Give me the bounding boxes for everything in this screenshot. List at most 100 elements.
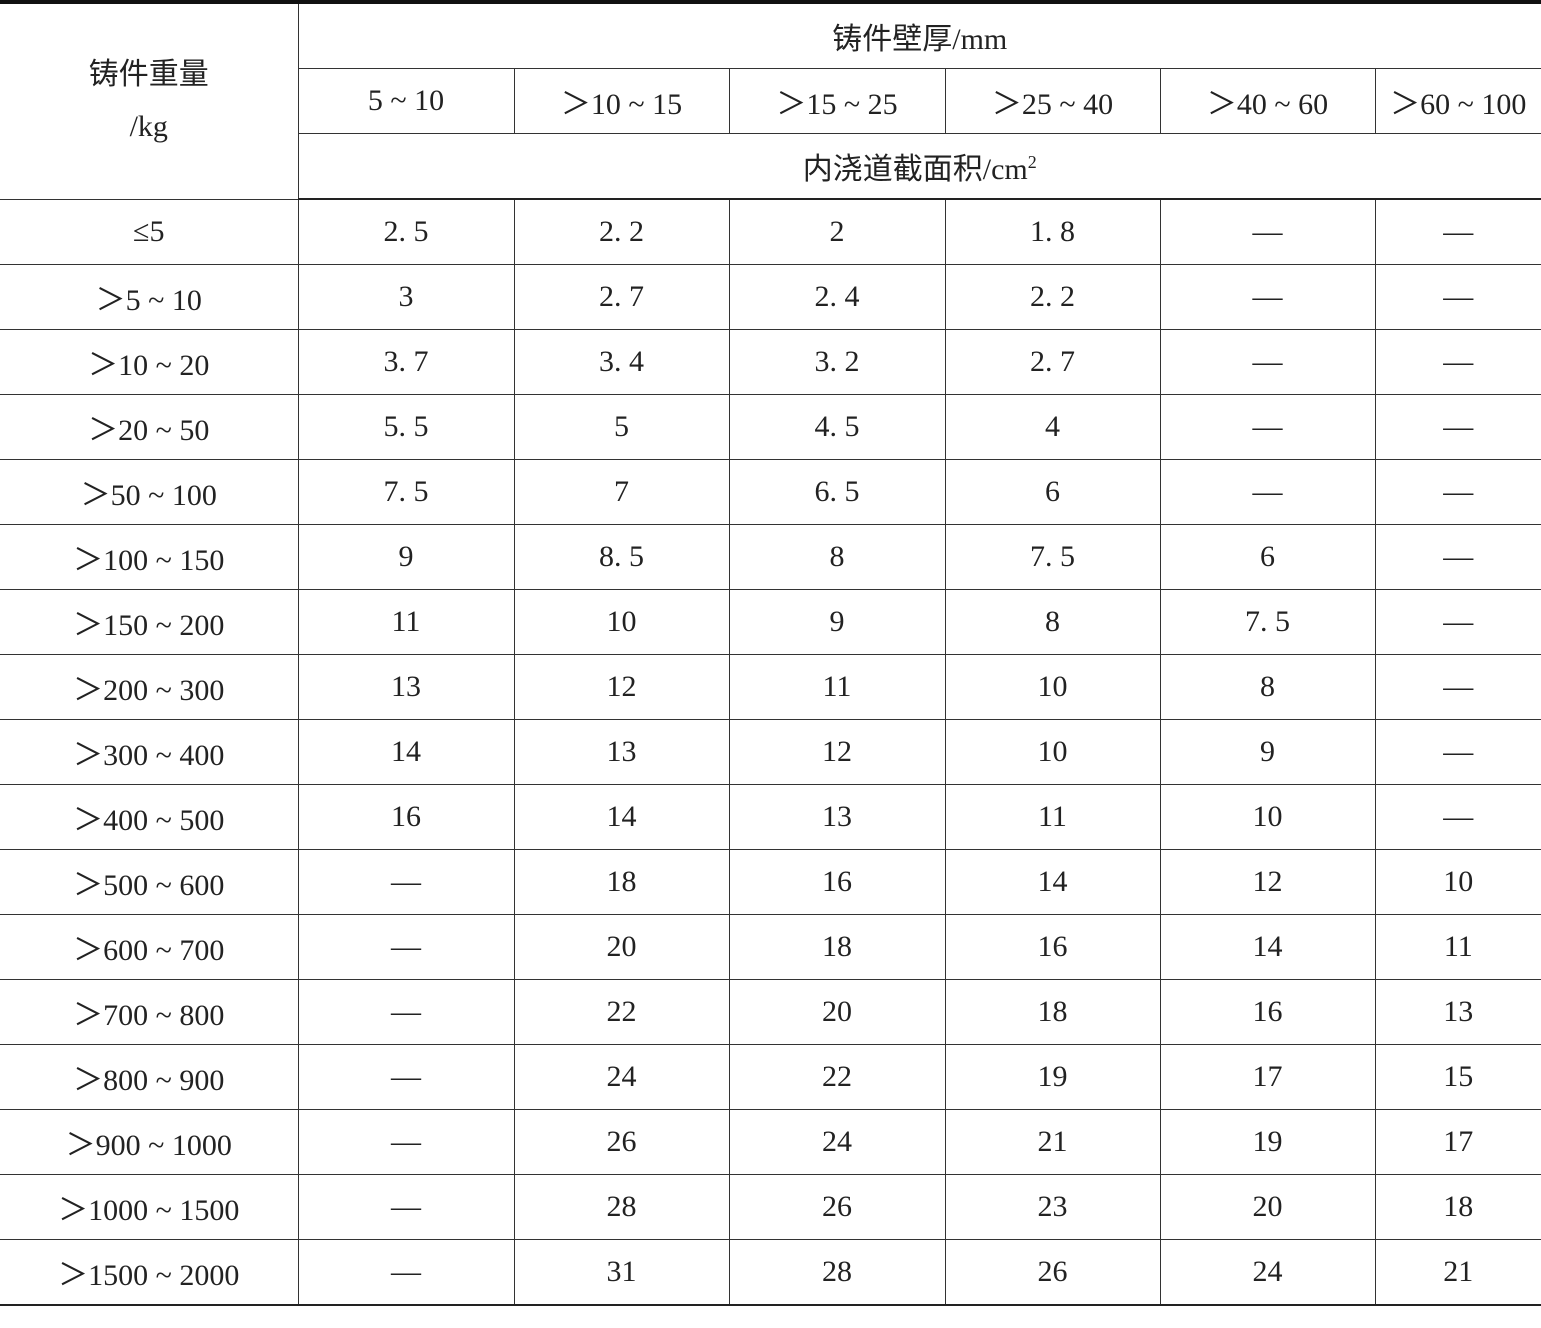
- area-cell: 12: [1159, 849, 1376, 915]
- area-cell: —: [297, 979, 515, 1045]
- area-cell: 8: [1159, 654, 1376, 720]
- area-cell: —: [1374, 198, 1541, 265]
- area-cell: 23: [944, 1174, 1161, 1240]
- table-row: ＞700 ~ 800—22 20 18 16 13: [0, 979, 1541, 1045]
- area-cell: 6: [1159, 524, 1376, 590]
- table-row: ＞50 ~ 100 7. 5 7 6. 5 6— —: [0, 459, 1541, 525]
- area-cell: —: [1374, 719, 1541, 785]
- area-cell: 11: [728, 654, 946, 720]
- area-cell: 11: [944, 784, 1161, 850]
- area-cell: 17: [1374, 1109, 1541, 1175]
- area-cell: 5. 5: [297, 394, 515, 460]
- area-cell: 13: [728, 784, 946, 850]
- area-cell: 3. 7: [297, 329, 515, 395]
- area-cell: —: [1159, 264, 1376, 330]
- weight-label: 铸件重量: [88, 58, 209, 92]
- area-cell: 14: [1159, 914, 1376, 980]
- area-cell: 10: [1159, 784, 1376, 850]
- thickness-range-header: ＞40 ~ 60: [1159, 68, 1376, 134]
- area-cell: 21: [944, 1109, 1161, 1175]
- weight-cell: ＞400 ~ 500: [0, 784, 299, 850]
- area-cell: 2. 5: [297, 198, 515, 265]
- area-cell: 14: [944, 849, 1161, 915]
- area-cell: 7: [513, 459, 730, 525]
- area-cell: —: [1159, 459, 1376, 525]
- area-cell: 18: [1374, 1174, 1541, 1240]
- table-row: ＞20 ~ 50 5. 5 5 4. 5 4— —: [0, 394, 1541, 460]
- area-cell: —: [1374, 589, 1541, 655]
- area-cell: 24: [728, 1109, 946, 1175]
- area-cell: 7. 5: [944, 524, 1161, 590]
- area-cell: 11: [1374, 914, 1541, 980]
- area-cell: —: [1374, 394, 1541, 460]
- area-cell: 11: [297, 589, 515, 655]
- area-cell: 19: [944, 1044, 1161, 1110]
- area-cell: 20: [1159, 1174, 1376, 1240]
- table-row: ＞500 ~ 600—18 16 14 12 10: [0, 849, 1541, 915]
- weight-cell: ＞300 ~ 400: [0, 719, 299, 785]
- area-cell: 26: [728, 1174, 946, 1240]
- area-cell: 2. 7: [944, 329, 1161, 395]
- area-cell: 4: [944, 394, 1161, 460]
- thickness-range-header: ＞10 ~ 15: [513, 68, 730, 134]
- area-cell: 18: [513, 849, 730, 915]
- area-label: 内浇道截面积/cm: [802, 153, 1028, 186]
- area-cell: —: [1159, 198, 1376, 265]
- area-cell: 6. 5: [728, 459, 946, 525]
- weight-cell: ≤5: [0, 198, 299, 265]
- area-cell: 9: [297, 524, 515, 590]
- area-cell: 7. 5: [297, 459, 515, 525]
- area-cell: 28: [513, 1174, 730, 1240]
- area-cell: 12: [728, 719, 946, 785]
- area-cell: 1. 8: [944, 198, 1161, 265]
- weight-header: 铸件重量 /kg: [0, 0, 299, 200]
- area-cell: —: [297, 1239, 515, 1306]
- area-cell: —: [1374, 329, 1541, 395]
- area-cell: —: [297, 849, 515, 915]
- weight-cell: ＞1500 ~ 2000: [0, 1239, 299, 1306]
- table-row: ＞400 ~ 500 16 14 13 11 10—: [0, 784, 1541, 850]
- area-cell: 2: [728, 198, 946, 265]
- area-cell: 24: [513, 1044, 730, 1110]
- area-cell: 8. 5: [513, 524, 730, 590]
- area-cell: 2. 2: [944, 264, 1161, 330]
- table-row: ＞300 ~ 400 14 13 12 10 9—: [0, 719, 1541, 785]
- area-cell: —: [1159, 394, 1376, 460]
- area-cell: —: [1374, 784, 1541, 850]
- area-cell: 3. 2: [728, 329, 946, 395]
- area-cell: 26: [944, 1239, 1161, 1306]
- area-cell: 31: [513, 1239, 730, 1306]
- area-cell: 8: [728, 524, 946, 590]
- table-row: ＞100 ~ 150 9 8. 5 8 7. 5 6—: [0, 524, 1541, 590]
- area-header: 内浇道截面积/cm2: [298, 133, 1541, 200]
- table-row: ＞600 ~ 700—20 18 16 14 11: [0, 914, 1541, 980]
- weight-cell: ＞100 ~ 150: [0, 524, 299, 590]
- weight-cell: ＞50 ~ 100: [0, 459, 299, 525]
- thickness-range-header: 5 ~ 10: [298, 68, 515, 134]
- weight-cell: ＞800 ~ 900: [0, 1044, 299, 1110]
- area-cell: 18: [728, 914, 946, 980]
- area-cell: 10: [944, 719, 1161, 785]
- area-cell: 8: [944, 589, 1161, 655]
- area-cell: 26: [513, 1109, 730, 1175]
- table-row: ＞10 ~ 20 3. 7 3. 4 3. 2 2. 7— —: [0, 329, 1541, 395]
- area-cell: 16: [297, 784, 515, 850]
- thickness-header: 铸件壁厚/mm: [297, 0, 1541, 69]
- area-cell: 16: [728, 849, 946, 915]
- area-cell: 10: [513, 589, 730, 655]
- area-cell: 13: [513, 719, 730, 785]
- table-row: ≤5 2. 5 2. 2 2 1. 8— —: [0, 198, 1541, 265]
- area-cell: 20: [728, 979, 946, 1045]
- weight-cell: ＞20 ~ 50: [0, 394, 299, 460]
- area-cell: 13: [297, 654, 515, 720]
- thickness-range-header: ＞15 ~ 25: [728, 68, 946, 134]
- weight-cell: ＞5 ~ 10: [0, 264, 299, 330]
- area-cell: 10: [1374, 849, 1541, 915]
- area-exponent: 2: [1027, 152, 1037, 172]
- table-row: ＞900 ~ 1000—26 24 21 19 17: [0, 1109, 1541, 1175]
- area-cell: 9: [728, 589, 946, 655]
- area-cell: 13: [1374, 979, 1541, 1045]
- area-cell: 15: [1374, 1044, 1541, 1110]
- area-cell: —: [1374, 524, 1541, 590]
